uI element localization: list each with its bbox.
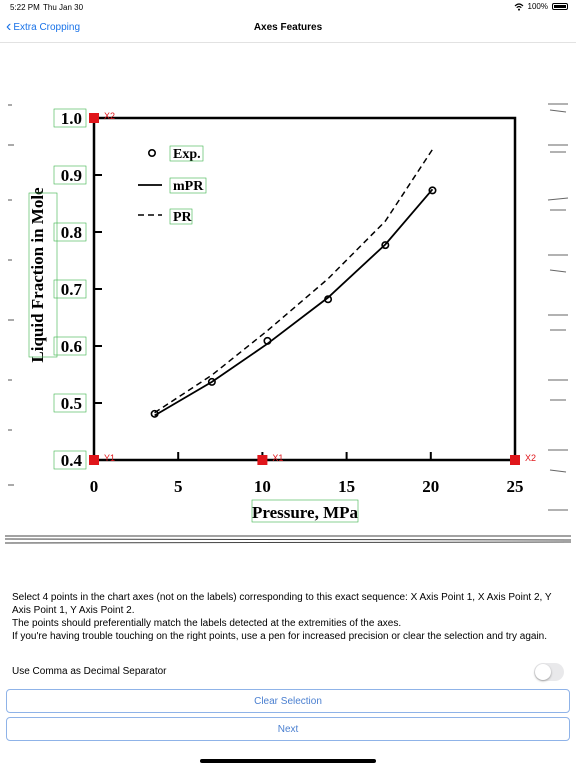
- x-tick-label: 0: [90, 477, 99, 496]
- exp-data-point: [381, 241, 390, 250]
- series-layer: [150, 148, 437, 418]
- chart-svg[interactable]: 0.4 0.5 0.6 0.7 0.8 0.9 1.0 0 5 10 15 20 25 Liquid …: [0, 90, 576, 550]
- legend-pr-box: [169, 208, 193, 225]
- exp-data-point: [428, 186, 437, 195]
- y-tick-label-box: [53, 393, 87, 413]
- x-axis-label-box: [251, 499, 359, 523]
- axis-point-marker-label: Y1: [104, 453, 115, 463]
- comma-separator-row: Use Comma as Decimal Separator: [12, 663, 564, 681]
- y-tick-label: 0.9: [61, 166, 82, 185]
- axis-ticks: [93, 117, 516, 461]
- axis-point-marker-label: X2: [525, 453, 536, 463]
- comma-separator-toggle[interactable]: [534, 663, 564, 681]
- axis-point-marker: [89, 113, 99, 123]
- page-title: Axes Features: [253, 22, 323, 33]
- x-tick-label: 25: [507, 477, 524, 496]
- wifi-icon: [514, 2, 523, 11]
- y-axis-label: Liquid Fraction in Mole: [28, 187, 47, 363]
- y-axis-label-box: [28, 192, 58, 358]
- legend-exp-symbol: [148, 148, 157, 157]
- scan-edge-left: [8, 104, 14, 486]
- status-right: 100%: [514, 2, 568, 11]
- axis-point-marker: [510, 455, 520, 465]
- instructions: Select 4 points in the chart axes (not o…: [12, 591, 564, 643]
- mpr-series-line: [154, 188, 434, 417]
- axis-point-marker-label: X2: [104, 111, 115, 121]
- y-tick-labels: 0.4 0.5 0.6 0.7 0.8 0.9 1.0: [53, 108, 87, 470]
- instruction-line-1: Select 4 points in the chart axes (not o…: [12, 592, 552, 616]
- axis-point-marker: [257, 455, 268, 465]
- y-tick-label: 0.8: [61, 223, 82, 242]
- axis-point-marker-label: X1: [272, 453, 283, 463]
- plot-frame: [92, 116, 517, 462]
- status-bar: 5:22 PM Thu Jan 30 100%: [0, 0, 576, 14]
- back-button-label: Extra Cropping: [13, 21, 81, 33]
- back-button[interactable]: ‹ Extra Cropping: [6, 18, 81, 35]
- home-indicator: [200, 759, 376, 763]
- x-axis-label: Pressure, MPa: [252, 503, 359, 522]
- legend-exp-box: [169, 145, 204, 162]
- legend-pr-label: PR: [173, 210, 193, 225]
- exp-data-point: [207, 377, 216, 386]
- x-tick-label: 5: [174, 477, 183, 496]
- y-tick-label-box: [53, 108, 87, 128]
- comma-separator-label: Use Comma as Decimal Separator: [12, 666, 167, 677]
- y-tick-label-box: [53, 279, 87, 299]
- x-tick-label: 20: [422, 477, 439, 496]
- x-tick-label: 10: [254, 477, 271, 496]
- y-tick-label-box: [53, 165, 87, 185]
- legend: Exp. mPR PR: [138, 145, 207, 225]
- instruction-line-3: If you're having trouble touching on the…: [12, 631, 548, 642]
- status-date: Thu Jan 30: [43, 3, 84, 12]
- legend-exp-label: Exp.: [173, 147, 201, 162]
- x-tick-labels: 0 5 10 15 20 25: [90, 477, 524, 496]
- next-button[interactable]: Next: [6, 717, 570, 741]
- chart-image[interactable]: 0.4 0.5 0.6 0.7 0.8 0.9 1.0 0 5 10 15 20 25 Liquid …: [0, 90, 576, 550]
- toggle-knob: [535, 664, 551, 680]
- chevron-left-icon: ‹: [6, 18, 12, 35]
- battery-icon: [552, 3, 568, 10]
- clear-selection-button[interactable]: Clear Selection: [6, 689, 570, 713]
- legend-mpr-box: [169, 177, 207, 194]
- x-tick-label: 15: [338, 477, 355, 496]
- status-time: 5:22 PM: [10, 3, 40, 12]
- y-tick-label-box: [53, 450, 87, 470]
- pr-series-line: [154, 148, 434, 414]
- y-tick-label: 0.6: [61, 337, 82, 356]
- legend-mpr-label: mPR: [173, 179, 204, 194]
- y-tick-label: 0.7: [61, 280, 83, 299]
- y-tick-label: 0.4: [61, 451, 83, 470]
- y-tick-label-box: [53, 336, 87, 356]
- axis-point-marker: [89, 455, 99, 465]
- scan-edge-bottom: [4, 535, 572, 544]
- y-tick-label-box: [53, 222, 87, 242]
- instruction-line-2: The points should preferentially match t…: [12, 618, 402, 629]
- scan-edge-right: [547, 103, 569, 511]
- navigation-bar: ‹ Extra Cropping Axes Features: [0, 14, 576, 43]
- axis-point-markers: X2 Y1 X1 X2: [89, 111, 536, 465]
- battery-percent: 100%: [527, 2, 548, 11]
- y-tick-label: 1.0: [61, 109, 82, 128]
- y-tick-label: 0.5: [61, 394, 82, 413]
